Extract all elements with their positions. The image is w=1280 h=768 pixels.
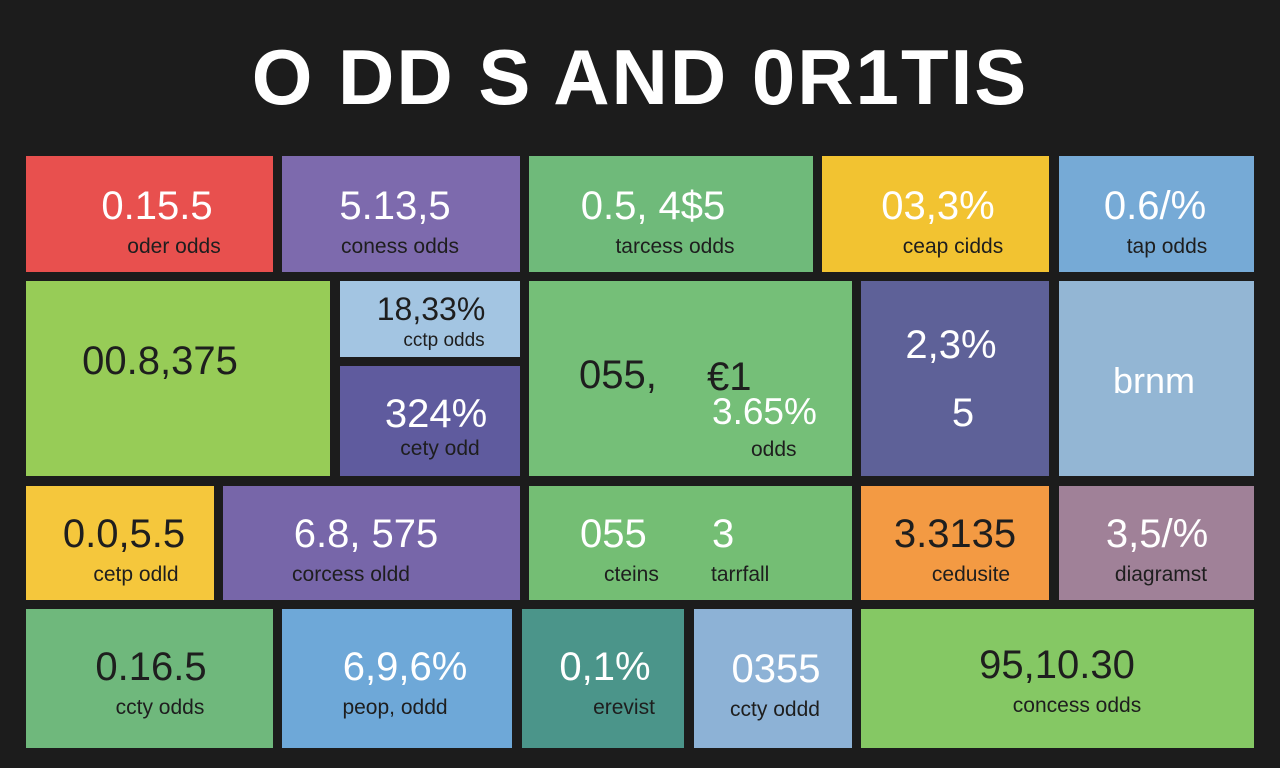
- tile-label: cetp odld: [93, 563, 179, 586]
- tile-label: cteins: [604, 563, 659, 586]
- tile-value: 18,33%: [376, 291, 486, 327]
- tile-label: tarcess odds: [615, 235, 735, 258]
- tile-value: 055: [580, 512, 647, 556]
- tile-value: 5.13,5: [339, 184, 451, 228]
- tile-label: tap odds: [1126, 235, 1208, 258]
- tile-label: ceap cidds: [902, 235, 1004, 258]
- tile-label: odds: [751, 438, 797, 461]
- tile-label: cedusite: [931, 563, 1011, 586]
- tile-label: oder odds: [127, 235, 221, 258]
- odds-tile-12: 0.0,5.5 cetp odld: [26, 486, 214, 600]
- tile-value: 2,3%: [905, 323, 997, 367]
- tile-value: 0355: [731, 647, 821, 691]
- tile-label: corcess oldd: [292, 563, 410, 586]
- tile-label: diagramst: [1114, 563, 1208, 586]
- tile-value: 324%: [384, 392, 488, 436]
- tile-value: 0.6/%: [1103, 184, 1207, 228]
- tile-value: 6,9,6%: [342, 645, 468, 689]
- odds-tile-18: 6,9,6% peop, oddd: [282, 609, 512, 748]
- odds-tile-13: 6.8, 575 corcess oldd: [223, 486, 520, 600]
- tile-value: 00.8,375: [82, 339, 238, 383]
- tile-label-secondary: tarrfall: [711, 563, 770, 586]
- odds-tile-6: 00.8,375: [26, 281, 330, 476]
- tile-value: 0.5, 4$5: [580, 184, 726, 228]
- tile-label: cety odd: [400, 437, 480, 460]
- tile-value: 0.15.5: [101, 184, 213, 228]
- tile-value-secondary: 3: [712, 512, 735, 556]
- odds-tile-4: 03,3% ceap cidds: [822, 156, 1049, 272]
- tile-label: cctp odds: [403, 330, 485, 351]
- tile-value-currency: €1: [707, 355, 752, 399]
- tile-label: peop, oddd: [342, 696, 448, 719]
- odds-tile-14: 055 3 cteins tarrfall: [529, 486, 852, 600]
- tile-value: brnm: [1112, 360, 1196, 401]
- odds-tile-19: 0,1% erevist: [522, 609, 684, 748]
- tile-value-percent: 3.65%: [712, 391, 817, 432]
- tile-label: erevist: [593, 696, 655, 719]
- odds-tile-21: 95,10.30 concess odds: [861, 609, 1254, 748]
- tile-value: 055,: [579, 353, 657, 397]
- odds-tile-8: 324% cety odd: [340, 366, 520, 476]
- tile-label: coness odds: [341, 235, 459, 258]
- tile-value: 6.8, 575: [293, 512, 439, 556]
- tile-value: 03,3%: [881, 184, 995, 228]
- tile-label: concess odds: [1012, 694, 1142, 717]
- odds-tile-20: 0355 ccty oddd: [694, 609, 852, 748]
- odds-tile-10: 2,3% 5: [861, 281, 1049, 476]
- tile-value-secondary: 5: [951, 391, 975, 435]
- tile-value: 3,5/%: [1105, 512, 1209, 556]
- odds-tile-16: 3,5/% diagramst: [1059, 486, 1254, 600]
- odds-tile-2: 5.13,5 coness odds: [282, 156, 520, 272]
- tile-value: 3.3135: [893, 512, 1017, 556]
- odds-tile-15: 3.3135 cedusite: [861, 486, 1049, 600]
- tile-value: 95,10.30: [979, 643, 1135, 687]
- odds-tile-9: 055, €1 3.65% odds: [529, 281, 852, 476]
- odds-tile-7: 18,33% cctp odds: [340, 281, 520, 357]
- tile-label: ccty odds: [115, 696, 205, 719]
- page-title: O DD S AND 0R1TIS: [251, 33, 1029, 121]
- tile-value: 0.16.5: [95, 645, 207, 689]
- odds-tile-17: 0.16.5 ccty odds: [26, 609, 273, 748]
- odds-tile-1: 0.15.5 oder odds: [26, 156, 273, 272]
- tile-value: 0.0,5.5: [62, 512, 186, 556]
- odds-tile-3: 0.5, 4$5 tarcess odds: [529, 156, 813, 272]
- tile-label: ccty oddd: [730, 698, 820, 721]
- odds-tile-11: brnm: [1059, 281, 1254, 476]
- odds-tile-5: 0.6/% tap odds: [1059, 156, 1254, 272]
- tile-value: 0,1%: [559, 645, 651, 689]
